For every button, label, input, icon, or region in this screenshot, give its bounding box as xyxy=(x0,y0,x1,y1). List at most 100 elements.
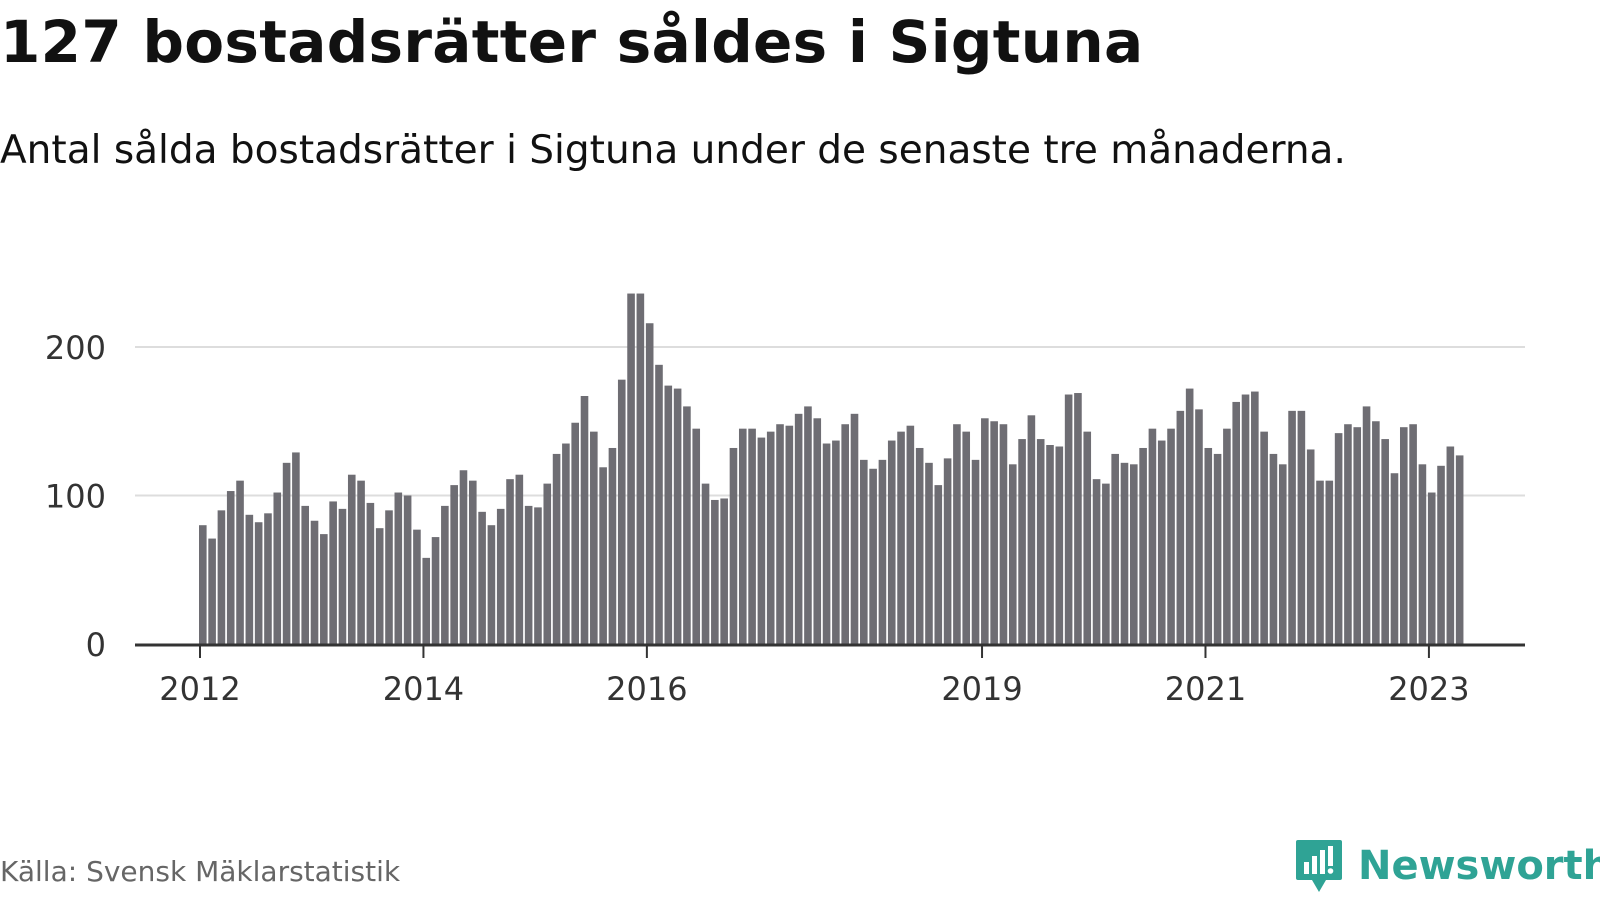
bar xyxy=(357,480,365,644)
highlight-value-label: 127 xyxy=(1539,0,1600,9)
bar xyxy=(245,514,254,644)
source-note: Källa: Svensk Mäklarstatistik xyxy=(0,855,401,888)
bar xyxy=(534,507,542,644)
bar xyxy=(1036,439,1045,644)
bar xyxy=(1427,492,1436,644)
bar xyxy=(1241,394,1250,644)
bar xyxy=(822,443,831,644)
bar xyxy=(1223,428,1231,644)
x-tick-label: 2023 xyxy=(1388,670,1469,708)
bar xyxy=(226,491,235,644)
bar xyxy=(1344,424,1352,644)
bar xyxy=(1046,445,1054,644)
bar xyxy=(506,479,514,644)
bar xyxy=(524,505,533,644)
bar xyxy=(804,406,812,644)
bar xyxy=(943,458,952,645)
bar xyxy=(785,425,794,644)
bar xyxy=(254,522,263,644)
y-tick-label: 0 xyxy=(86,626,106,664)
bar xyxy=(627,293,635,644)
bar xyxy=(1446,446,1455,645)
bar xyxy=(645,323,654,644)
bar xyxy=(841,424,849,644)
bar xyxy=(673,388,682,644)
bar xyxy=(729,447,738,644)
chart-subtitle: Antal sålda bostadsrätter i Sigtuna unde… xyxy=(0,128,1346,173)
bar xyxy=(897,431,905,644)
bar xyxy=(971,459,980,644)
bar xyxy=(562,443,570,644)
bar xyxy=(1372,421,1380,644)
bar xyxy=(599,467,607,644)
bar xyxy=(878,459,887,644)
bar xyxy=(869,468,877,644)
bar xyxy=(1157,440,1166,644)
bar xyxy=(1455,455,1464,644)
bar xyxy=(683,406,691,644)
bar xyxy=(375,528,384,644)
bar xyxy=(1204,447,1213,644)
bars xyxy=(199,293,1464,645)
bar xyxy=(1083,431,1092,644)
bar xyxy=(1074,393,1082,644)
x-tick-label: 2021 xyxy=(1165,670,1246,708)
bar xyxy=(366,502,375,644)
bar xyxy=(431,537,440,644)
bar xyxy=(590,431,598,644)
bar xyxy=(766,431,775,644)
x-tick-label: 2012 xyxy=(159,670,240,708)
bar xyxy=(776,424,784,644)
bar xyxy=(208,538,216,645)
bar xyxy=(422,557,431,644)
bar xyxy=(981,418,989,644)
brand-name: Newsworthy xyxy=(1358,843,1600,889)
annotations: 127 xyxy=(1539,0,1600,9)
bar xyxy=(1130,464,1138,644)
bar xyxy=(915,447,924,644)
bar xyxy=(580,396,589,644)
bar xyxy=(1176,410,1185,645)
bar xyxy=(571,422,579,645)
y-tick-label: 200 xyxy=(45,329,106,367)
bar xyxy=(832,440,840,644)
bar xyxy=(1139,447,1147,644)
bar xyxy=(617,379,626,644)
bar xyxy=(347,474,356,644)
bar xyxy=(282,462,291,644)
bar xyxy=(794,413,803,644)
bar xyxy=(441,505,449,644)
bar xyxy=(478,511,486,644)
newsworthy-logo: Newsworthy xyxy=(1294,838,1600,894)
bar xyxy=(292,452,300,644)
bar xyxy=(608,447,617,644)
bar xyxy=(217,510,226,644)
bar xyxy=(887,440,896,644)
bar xyxy=(757,437,766,644)
bar xyxy=(990,421,998,644)
bar xyxy=(1102,483,1110,644)
bar xyxy=(1437,465,1445,644)
bar xyxy=(487,525,496,644)
bar xyxy=(701,483,710,644)
bar xyxy=(264,513,272,644)
x-axis-ticks: 2012 2014 2016 2019 2021 2023 xyxy=(159,646,1470,708)
bar xyxy=(310,520,319,645)
bar xyxy=(403,495,412,644)
bar xyxy=(1111,453,1119,644)
bar xyxy=(1008,464,1017,644)
bar xyxy=(1334,433,1343,644)
bar xyxy=(925,462,933,644)
bar xyxy=(301,505,310,644)
bar xyxy=(1399,427,1408,644)
bar xyxy=(552,453,561,644)
bar xyxy=(934,485,943,645)
bar xyxy=(1055,446,1064,645)
bar xyxy=(748,428,756,644)
x-tick-label: 2019 xyxy=(941,670,1022,708)
bar xyxy=(1353,427,1362,644)
bar xyxy=(1064,394,1073,644)
bar xyxy=(738,428,747,644)
bar xyxy=(1288,410,1296,645)
